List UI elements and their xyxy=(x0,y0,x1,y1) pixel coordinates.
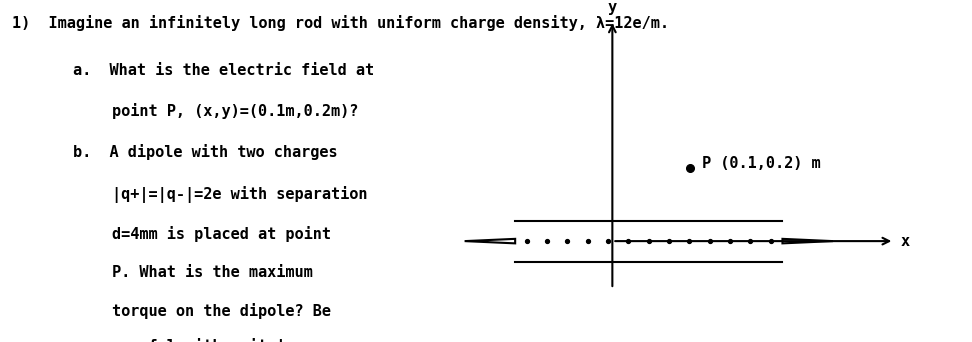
Polygon shape xyxy=(782,239,833,244)
Polygon shape xyxy=(465,239,515,244)
Text: 1)  Imagine an infinitely long rod with uniform charge density, λ=12e/m.: 1) Imagine an infinitely long rod with u… xyxy=(12,15,669,31)
Text: b.  A dipole with two charges: b. A dipole with two charges xyxy=(73,144,337,160)
Text: careful with units!: careful with units! xyxy=(112,339,285,342)
Text: y: y xyxy=(608,0,617,15)
Text: P (0.1,0.2) m: P (0.1,0.2) m xyxy=(702,156,820,171)
Text: x: x xyxy=(901,234,910,249)
Text: a.  What is the electric field at: a. What is the electric field at xyxy=(73,63,374,78)
Text: d=4mm is placed at point: d=4mm is placed at point xyxy=(112,226,330,242)
Text: |q+|=|q-|=2e with separation: |q+|=|q-|=2e with separation xyxy=(112,186,367,203)
Text: P. What is the maximum: P. What is the maximum xyxy=(112,265,313,280)
Text: point P, (x,y)=(0.1m,0.2m)?: point P, (x,y)=(0.1m,0.2m)? xyxy=(112,103,358,119)
Text: torque on the dipole? Be: torque on the dipole? Be xyxy=(112,303,330,319)
